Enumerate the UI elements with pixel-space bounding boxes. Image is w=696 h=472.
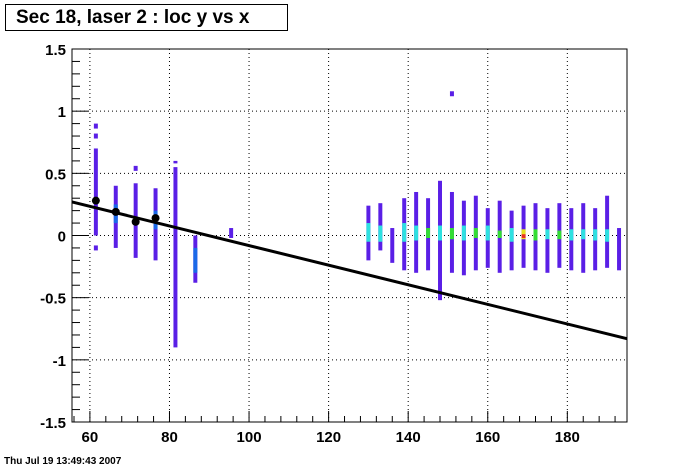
histogram-bin (93, 148, 98, 236)
profile-points (91, 196, 160, 226)
fit-line-path (71, 200, 628, 341)
profile-point (91, 196, 100, 205)
x-tick-label: 140 (396, 429, 421, 446)
histogram-bin (93, 123, 98, 129)
histogram-bin (173, 160, 178, 164)
y-tick-label: -0.5 (40, 291, 66, 308)
y-tick-label: -1 (53, 353, 66, 370)
histogram-bin (426, 228, 431, 238)
histogram-bin (461, 225, 466, 241)
histogram-bin (366, 223, 371, 242)
histogram-bin (473, 228, 478, 238)
x-tick-label: 120 (316, 429, 341, 446)
histogram-bin (593, 229, 598, 241)
x-tick-label: 160 (475, 429, 500, 446)
histogram-bin (449, 228, 454, 240)
histogram-bin (414, 225, 419, 241)
histogram-bin (545, 208, 550, 273)
x-tick-label: 60 (82, 429, 99, 446)
profile-point (111, 207, 120, 216)
x-tick-label: 100 (237, 429, 262, 446)
y-tick-label: 1 (58, 104, 66, 121)
histogram-bin (229, 228, 234, 238)
histogram-bin (533, 229, 538, 241)
y-tick-label: -1.5 (40, 415, 66, 432)
histogram-bin (521, 234, 526, 238)
histogram-bin (605, 229, 610, 242)
y-tick-label: 0 (58, 229, 66, 246)
histogram-bin (93, 245, 98, 251)
axes: 60 80 100 120 140 160 180 1.5 1 0.5 0 -0.5 -1 -1.5 (40, 42, 616, 446)
x-tick-label: 180 (555, 429, 580, 446)
histogram-bin (581, 229, 586, 240)
profile-point (151, 214, 160, 223)
x-tick-label: 80 (161, 429, 178, 446)
histogram-bin (545, 229, 550, 240)
histogram-bin (93, 133, 98, 139)
histogram-bin (497, 230, 502, 238)
footer-timestamp: Thu Jul 19 13:49:43 2007 (4, 456, 122, 467)
y-tick-label: 0.5 (45, 166, 66, 183)
histogram-bin (485, 225, 490, 241)
fit-line (71, 200, 628, 341)
chart-title: Sec 18, laser 2 : loc y vs x (5, 4, 288, 31)
histogram-bin (617, 228, 622, 271)
profile-point (131, 217, 140, 226)
histogram-bin (449, 91, 454, 97)
histogram-bin (438, 225, 442, 241)
histogram-bin (378, 225, 383, 242)
histogram-bin (402, 223, 407, 242)
grid-lines (72, 49, 627, 422)
y-tick-label: 1.5 (45, 42, 66, 59)
histogram-bin (193, 247, 198, 273)
histogram-bin (173, 167, 178, 348)
histogram-bin (509, 228, 514, 242)
histogram-bin (569, 229, 574, 241)
histogram-bin (557, 230, 562, 240)
histogram-bin (133, 165, 138, 171)
histogram-bin (390, 228, 395, 263)
